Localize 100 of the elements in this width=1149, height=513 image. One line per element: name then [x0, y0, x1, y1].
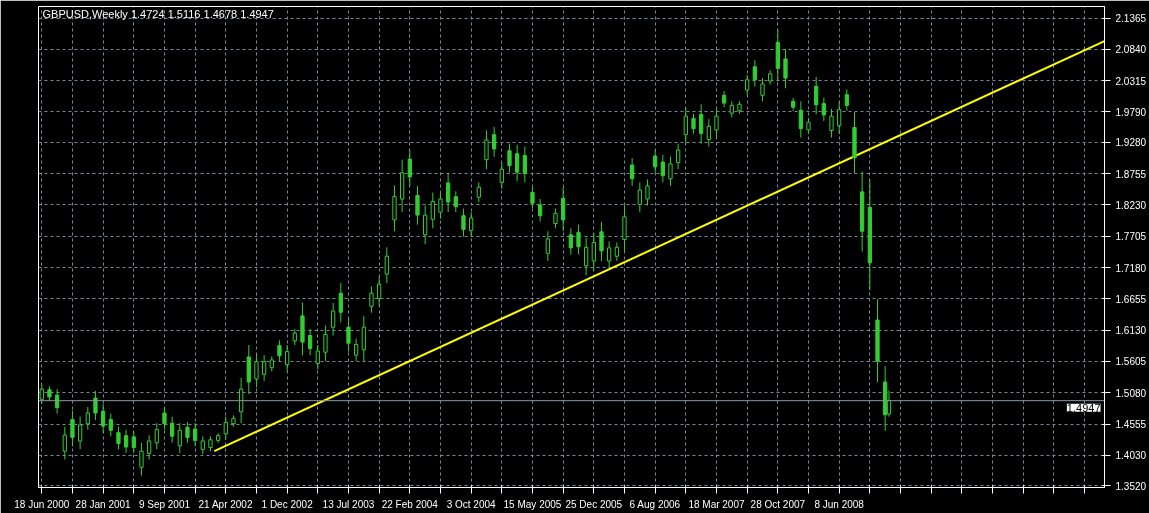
candlestick [545, 230, 550, 262]
candlestick [538, 198, 543, 223]
x-tick-label: 9 Sep 2001 [138, 498, 191, 510]
candlestick [330, 302, 336, 337]
candlestick [553, 208, 558, 229]
candlestick [162, 406, 167, 431]
candlestick [576, 224, 581, 255]
x-tick-label: 18 Jun 2000 [14, 498, 70, 510]
candlestick [844, 88, 849, 112]
candlestick [353, 337, 359, 362]
candlestick [453, 190, 458, 213]
candlestick [407, 149, 412, 187]
x-tick-label: 18 Mar 2007 [688, 498, 745, 510]
candlestick [223, 416, 228, 441]
candlestick [706, 118, 711, 148]
candlestick [837, 100, 842, 135]
x-tick-label: 8 Jun 2008 [814, 498, 865, 510]
candlestick [361, 315, 366, 362]
ref-line-label: 1.4947 [1066, 401, 1101, 414]
candlestick [683, 106, 688, 145]
candlestick [645, 178, 650, 207]
candlestick [752, 59, 757, 87]
y-tick-label: 1.5080 [1115, 387, 1147, 399]
candlestick [369, 286, 374, 314]
y-tick-label: 1.8755 [1115, 168, 1147, 180]
candlestick [284, 344, 290, 372]
candlestick [492, 126, 497, 158]
candlestick [70, 410, 75, 447]
candlestick [392, 184, 397, 232]
candlestick [653, 149, 658, 174]
candlestick [691, 113, 696, 134]
candlestick [307, 328, 313, 356]
y-tick-label: 1.7180 [1115, 262, 1147, 274]
y-tick-label: 1.7705 [1115, 231, 1147, 243]
y-tick-label: 1.8230 [1115, 199, 1147, 211]
y-tick-label: 1.5605 [1115, 356, 1147, 368]
candlestick [446, 172, 451, 213]
y-tick-label: 1.4555 [1115, 419, 1147, 431]
candlestick [561, 186, 566, 232]
candlestick [760, 77, 765, 102]
y-tick-label: 1.3520 [1115, 480, 1147, 492]
candlestick [668, 156, 673, 187]
candlestick [660, 154, 665, 183]
candlestick [614, 242, 619, 262]
candlestick [469, 211, 474, 238]
candlestick [185, 421, 190, 444]
candlestick [637, 181, 642, 213]
candlestick [277, 339, 282, 362]
y-tick-label: 2.0840 [1115, 44, 1147, 56]
candlestick [821, 97, 826, 122]
candlestick [315, 344, 320, 370]
candlestick [507, 143, 512, 174]
x-tick-label: 28 Oct 2007 [750, 498, 806, 510]
candlestick [77, 416, 83, 450]
candlestick [676, 143, 681, 170]
candlestick [154, 422, 159, 450]
candlestick [423, 205, 428, 245]
candlestick [377, 276, 382, 307]
candlestick [116, 426, 121, 450]
x-tick-label: 21 Apr 2002 [198, 498, 253, 510]
y-tick-label: 2.0315 [1115, 75, 1147, 87]
candlestick [515, 144, 520, 182]
candlestick [338, 282, 343, 323]
x-tick-label: 28 Jan 2001 [75, 498, 132, 510]
x-tick-label: 15 May 2005 [503, 498, 562, 510]
candlestick [599, 221, 604, 262]
candlestick [139, 442, 144, 477]
chart-title: GBPUSD,Weekly 1.4724 1.5116 1.4678 1.4947 [42, 7, 274, 20]
x-tick-label: 25 Dec 2005 [565, 498, 623, 510]
candlestick [522, 146, 527, 183]
candlestick [384, 246, 389, 284]
x-tick-label: 1 Dec 2002 [261, 498, 314, 510]
candlestick [461, 208, 466, 238]
candlestick [346, 318, 351, 353]
candlestick [192, 422, 198, 447]
candlestick [798, 100, 803, 139]
candlestick [476, 181, 481, 203]
candlestick [568, 227, 573, 255]
candlestick [530, 186, 535, 210]
candlestick [484, 129, 489, 170]
candlestick [254, 352, 259, 388]
candlestick [169, 416, 175, 444]
x-tick-label: 6 Aug 2006 [629, 498, 681, 510]
candlestick [430, 191, 435, 229]
candlestick [584, 237, 589, 276]
candlestick [829, 108, 834, 139]
candlestick [62, 426, 67, 460]
candlestick [591, 232, 596, 272]
x-tick-label: 22 Feb 2004 [381, 498, 439, 510]
candlestick [123, 429, 129, 454]
candlestick [93, 390, 98, 421]
y-tick-label: 2.1365 [1115, 13, 1147, 25]
candlestick [714, 108, 719, 138]
candlestick [438, 191, 443, 220]
candlestick [630, 157, 635, 187]
y-tick-label: 1.9790 [1115, 107, 1147, 118]
candlestick [85, 406, 90, 431]
candlestick [146, 434, 152, 460]
y-tick-label: 1.6130 [1115, 325, 1147, 337]
candlestick [415, 185, 420, 226]
